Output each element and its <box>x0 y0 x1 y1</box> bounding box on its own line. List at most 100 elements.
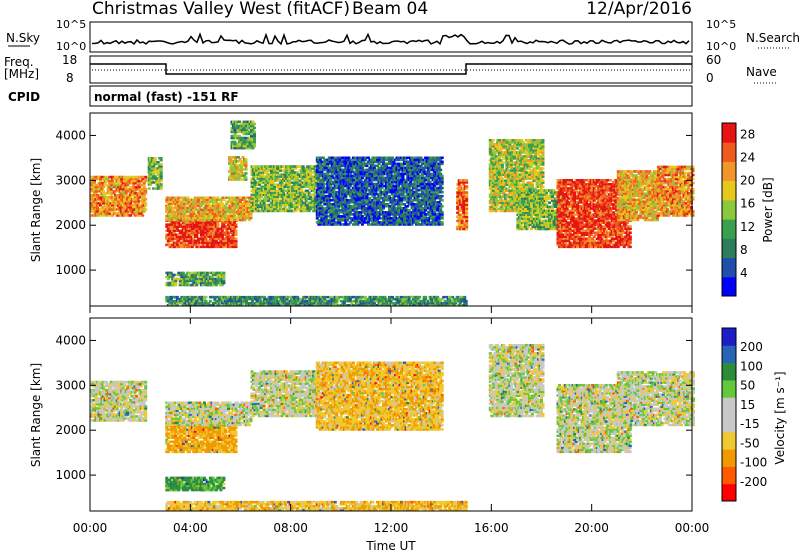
range-cell <box>285 209 289 213</box>
range-cell <box>207 218 211 222</box>
range-cell <box>138 181 142 185</box>
range-cell <box>242 120 246 124</box>
range-cell <box>196 196 200 199</box>
range-cell <box>397 170 400 174</box>
range-cell <box>121 188 125 191</box>
range-cell <box>271 171 275 174</box>
range-cell <box>142 185 146 189</box>
range-cell <box>169 214 173 218</box>
range-cell <box>416 164 420 168</box>
range-cell <box>383 215 387 218</box>
range-cell <box>223 204 227 208</box>
range-cell <box>282 207 286 211</box>
range-cell <box>207 239 211 243</box>
range-cell <box>213 210 217 214</box>
range-cell <box>273 173 277 176</box>
range-cell <box>117 183 121 187</box>
range-cell <box>249 216 253 220</box>
range-cell <box>105 212 108 215</box>
range-cell <box>149 161 153 164</box>
range-cell <box>336 156 340 159</box>
range-cell <box>136 202 140 205</box>
range-cell <box>239 200 242 203</box>
range-cell <box>207 281 211 285</box>
range-cell <box>238 134 241 138</box>
range-cell <box>356 199 360 202</box>
range-cell <box>339 194 343 198</box>
range-cell <box>183 241 187 245</box>
range-cell <box>258 197 262 201</box>
range-cell <box>398 221 402 224</box>
range-cell <box>252 175 255 178</box>
range-cell <box>127 206 131 209</box>
range-cell <box>244 172 248 175</box>
range-cell <box>285 195 289 199</box>
range-cell <box>307 179 311 182</box>
range-cell <box>300 189 304 192</box>
range-cell <box>327 196 331 200</box>
range-cell <box>265 175 269 178</box>
range-cell <box>255 191 258 194</box>
range-cell <box>297 207 301 211</box>
range-cell <box>356 172 360 176</box>
range-cell <box>397 156 400 159</box>
range-cell <box>244 178 248 181</box>
range-cell <box>371 162 375 166</box>
range-cell <box>232 126 235 130</box>
range-cell <box>286 177 290 180</box>
range-cell <box>178 277 182 281</box>
range-cell <box>383 184 387 188</box>
range-cell <box>335 203 339 206</box>
range-cell <box>376 158 379 162</box>
range-cell <box>363 158 367 162</box>
range-cell <box>246 204 250 208</box>
range-cell <box>93 179 96 183</box>
range-cell <box>329 192 333 196</box>
range-cell <box>345 199 349 202</box>
range-cell <box>156 173 160 176</box>
range-cell <box>271 181 275 184</box>
range-cell <box>142 194 146 197</box>
range-cell <box>237 210 241 214</box>
range-cell <box>196 200 200 203</box>
range-cell <box>195 277 199 281</box>
range-cell <box>168 275 172 279</box>
range-cell <box>306 171 310 174</box>
range-cell <box>341 176 345 180</box>
range-cell <box>312 205 316 209</box>
range-cell <box>344 168 348 172</box>
range-cell <box>422 180 426 184</box>
range-cell <box>153 157 157 160</box>
range-cell <box>192 243 196 247</box>
range-cell <box>109 194 113 197</box>
range-cell <box>236 200 239 203</box>
range-cell <box>258 183 262 186</box>
range-cell <box>276 165 280 168</box>
range-cell <box>171 275 175 279</box>
range-cell <box>363 180 367 184</box>
range-cell <box>372 194 376 198</box>
range-cell <box>333 178 337 182</box>
range-cell <box>372 207 376 210</box>
range-cell <box>102 200 105 203</box>
range-cell <box>344 205 348 208</box>
range-cell <box>379 201 382 204</box>
range-cell <box>397 178 400 182</box>
range-cell <box>195 216 199 220</box>
range-cell <box>255 199 258 203</box>
range-cell <box>271 191 275 194</box>
range-cell <box>133 196 137 199</box>
range-cell <box>416 162 420 166</box>
range-cell <box>369 158 373 162</box>
range-cell <box>229 158 233 161</box>
range-cell <box>332 203 336 206</box>
range-cell <box>391 182 394 186</box>
range-cell <box>244 122 247 126</box>
range-cell <box>369 180 373 184</box>
range-cell <box>354 186 358 190</box>
range-cell <box>431 217 435 220</box>
range-cell <box>201 283 205 287</box>
range-cell <box>329 182 333 186</box>
range-cell <box>416 215 420 218</box>
range-cell <box>217 235 221 238</box>
